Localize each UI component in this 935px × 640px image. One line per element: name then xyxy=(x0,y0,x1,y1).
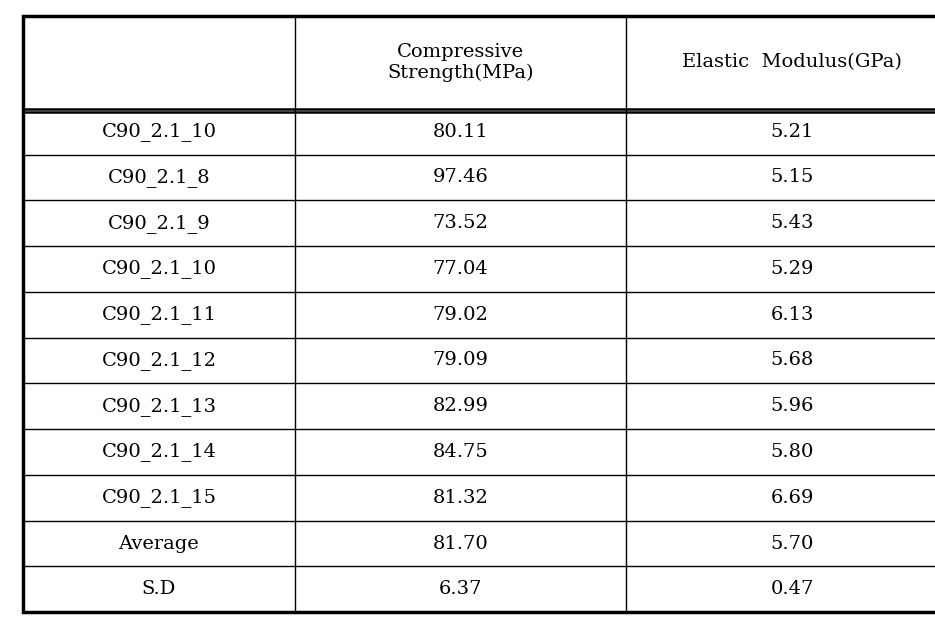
Text: 5.80: 5.80 xyxy=(770,443,814,461)
Text: 5.43: 5.43 xyxy=(770,214,814,232)
Text: 6.13: 6.13 xyxy=(770,306,814,324)
Text: 5.96: 5.96 xyxy=(770,397,814,415)
Text: C90_2.1_15: C90_2.1_15 xyxy=(102,488,216,508)
Text: 84.75: 84.75 xyxy=(433,443,488,461)
Text: Elastic  Modulus(GPa): Elastic Modulus(GPa) xyxy=(683,53,902,72)
Text: 5.15: 5.15 xyxy=(770,168,814,186)
Text: C90_2.1_10: C90_2.1_10 xyxy=(102,122,216,141)
Text: Compressive
Strength(MPa): Compressive Strength(MPa) xyxy=(387,43,534,82)
Text: 97.46: 97.46 xyxy=(433,168,488,186)
Text: C90_2.1_14: C90_2.1_14 xyxy=(102,442,216,461)
Text: 5.21: 5.21 xyxy=(770,123,814,141)
Text: Average: Average xyxy=(119,534,199,552)
Text: 81.70: 81.70 xyxy=(433,534,488,552)
Text: 5.70: 5.70 xyxy=(770,534,814,552)
Text: C90_2.1_13: C90_2.1_13 xyxy=(101,397,217,416)
Text: 6.69: 6.69 xyxy=(770,489,814,507)
Text: 73.52: 73.52 xyxy=(433,214,488,232)
Text: 81.32: 81.32 xyxy=(433,489,488,507)
Text: 5.29: 5.29 xyxy=(770,260,814,278)
Text: C90_2.1_10: C90_2.1_10 xyxy=(102,259,216,278)
Text: C90_2.1_8: C90_2.1_8 xyxy=(108,168,210,187)
Text: C90_2.1_12: C90_2.1_12 xyxy=(102,351,216,370)
Text: 79.02: 79.02 xyxy=(433,306,488,324)
Text: 79.09: 79.09 xyxy=(433,351,488,369)
Text: 82.99: 82.99 xyxy=(433,397,488,415)
Text: C90_2.1_11: C90_2.1_11 xyxy=(102,305,216,324)
Text: 6.37: 6.37 xyxy=(439,580,482,598)
Text: 77.04: 77.04 xyxy=(433,260,488,278)
Text: 5.68: 5.68 xyxy=(770,351,814,369)
Text: 80.11: 80.11 xyxy=(433,123,488,141)
Text: C90_2.1_9: C90_2.1_9 xyxy=(108,214,210,233)
Text: 0.47: 0.47 xyxy=(770,580,814,598)
Text: S.D: S.D xyxy=(142,580,176,598)
